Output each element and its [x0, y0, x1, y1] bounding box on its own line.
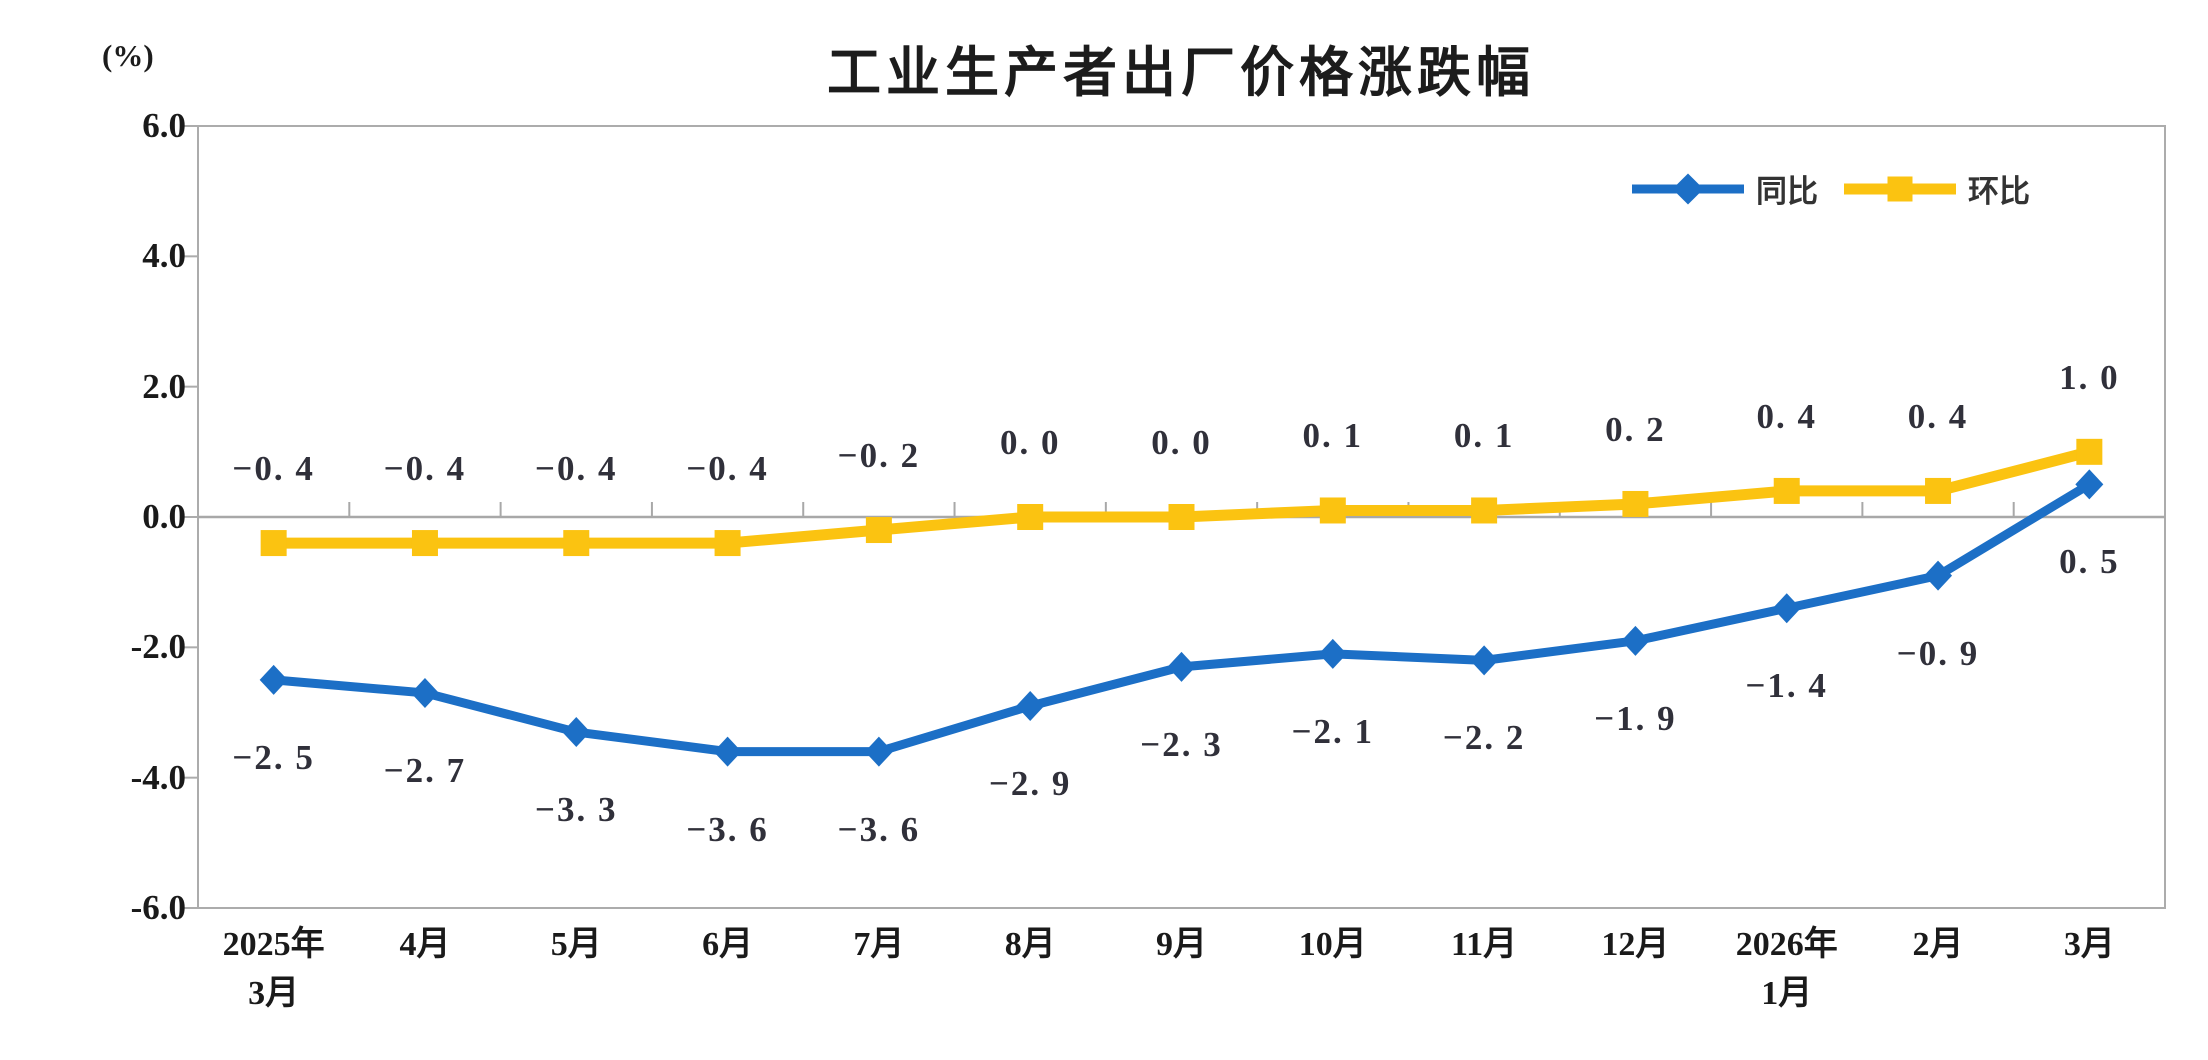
x-axis-label: 12月	[1601, 926, 1670, 963]
yoy-value-label-3: −3. 6	[686, 809, 769, 849]
mom-value-label-7: 0. 1	[1302, 416, 1364, 456]
mom-marker-5	[1017, 504, 1044, 530]
yoy-marker-4	[864, 736, 893, 767]
y-axis-label: -2.0	[130, 627, 186, 667]
x-axis-label: 2月	[1912, 926, 1964, 963]
x-axis-label: 9月	[1156, 926, 1207, 963]
mom-marker-7	[1319, 497, 1346, 524]
legend-item-mom: 环比	[1844, 166, 2030, 211]
x-axis-label: 6月	[702, 926, 754, 963]
y-axis-unit-label: (%)	[102, 38, 154, 73]
yoy-marker-5	[1016, 690, 1045, 721]
mom-value-label-12: 1. 0	[2059, 357, 2120, 397]
mom-value-label-2: −0. 4	[535, 449, 618, 489]
x-axis-label: 2026年 1月	[1735, 926, 1838, 1012]
x-axis-label: 11月	[1451, 926, 1518, 963]
y-axis-label: 6.0	[142, 106, 186, 145]
mom-marker-8	[1471, 497, 1498, 524]
yoy-marker-8	[1470, 645, 1499, 676]
x-axis-label: 10月	[1298, 926, 1367, 963]
mom-marker-6	[1168, 504, 1195, 530]
x-axis-label: 3月	[2063, 926, 2115, 963]
mom-value-label-5: 0. 0	[999, 423, 1061, 462]
x-axis-label: 2025年 3月	[222, 926, 325, 1012]
mom-marker-10	[1773, 477, 1800, 504]
mom-value-label-0: −0. 4	[232, 449, 315, 489]
legend-label-mom: 环比	[1968, 174, 2030, 209]
yoy-value-label-1: −2. 7	[383, 750, 467, 790]
yoy-marker-6	[1167, 651, 1196, 682]
mom-marker-1	[411, 530, 438, 557]
yoy-marker-2	[562, 717, 591, 748]
x-axis-label: 8月	[1004, 926, 1056, 963]
y-axis-label: 2.0	[142, 366, 186, 406]
x-axis-label: 4月	[399, 926, 451, 963]
yoy-value-label-11: −0. 9	[1896, 633, 1980, 673]
yoy-marker-9	[1621, 625, 1650, 656]
mom-value-label-1: −0. 4	[383, 449, 467, 489]
yoy-value-label-9: −1. 9	[1594, 698, 1677, 738]
mom-marker-9	[1622, 490, 1649, 517]
mom-marker-2	[563, 530, 590, 557]
yoy-marker-0	[259, 664, 288, 695]
legend-label-yoy: 同比	[1756, 174, 1818, 209]
yoy-line-diamond-icon	[1632, 169, 1744, 209]
x-axis-label: 7月	[853, 926, 905, 963]
y-axis-label: 4.0	[142, 236, 186, 276]
yoy-value-label-10: −1. 4	[1745, 666, 1828, 706]
mom-value-label-10: 0. 4	[1756, 396, 1817, 436]
y-axis-label: -6.0	[130, 888, 186, 927]
yoy-marker-1	[410, 677, 439, 708]
mom-marker-3	[714, 530, 741, 557]
mom-marker-0	[260, 530, 287, 557]
yoy-marker-10	[1772, 593, 1801, 624]
yoy-value-label-6: −2. 3	[1140, 724, 1223, 764]
yoy-marker-11	[1924, 560, 1953, 591]
yoy-marker-7	[1318, 638, 1347, 669]
yoy-value-label-5: −2. 9	[988, 763, 1072, 803]
yoy-value-label-8: −2. 2	[1442, 718, 1526, 758]
mom-marker-4	[865, 517, 892, 544]
chart-title: 工业生产者出厂价格涨跌幅	[827, 43, 1535, 103]
yoy-value-label-4: −3. 6	[837, 809, 921, 849]
mom-marker-12	[2076, 438, 2103, 465]
mom-line-square-icon	[1844, 169, 1956, 209]
mom-value-label-4: −0. 2	[837, 436, 921, 476]
yoy-marker-3	[713, 736, 742, 767]
yoy-marker-12	[2075, 469, 2104, 500]
mom-marker-11	[1925, 477, 1952, 504]
yoy-value-label-0: −2. 5	[232, 737, 315, 777]
mom-value-label-6: 0. 0	[1151, 423, 1212, 462]
yoy-value-label-2: −3. 3	[535, 790, 618, 830]
yoy-value-label-12: 0. 5	[2059, 542, 2120, 582]
mom-value-label-3: −0. 4	[686, 449, 769, 489]
legend: 同比 环比	[1632, 166, 2030, 211]
yoy-value-label-7: −2. 1	[1291, 711, 1375, 751]
x-axis-label: 5月	[550, 926, 602, 963]
mom-value-label-9: 0. 2	[1605, 409, 1666, 449]
mom-value-label-11: 0. 4	[1907, 396, 1969, 436]
y-axis-label: 0.0	[142, 497, 186, 536]
y-axis-label: -4.0	[130, 757, 186, 797]
legend-item-yoy: 同比	[1632, 166, 1818, 211]
mom-value-label-8: 0. 1	[1453, 416, 1515, 456]
